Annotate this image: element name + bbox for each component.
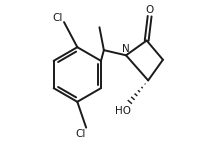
Text: N: N bbox=[122, 44, 130, 54]
Text: Cl: Cl bbox=[52, 13, 62, 23]
Text: O: O bbox=[146, 5, 154, 15]
Text: HO: HO bbox=[115, 106, 131, 116]
Text: Cl: Cl bbox=[75, 129, 85, 139]
